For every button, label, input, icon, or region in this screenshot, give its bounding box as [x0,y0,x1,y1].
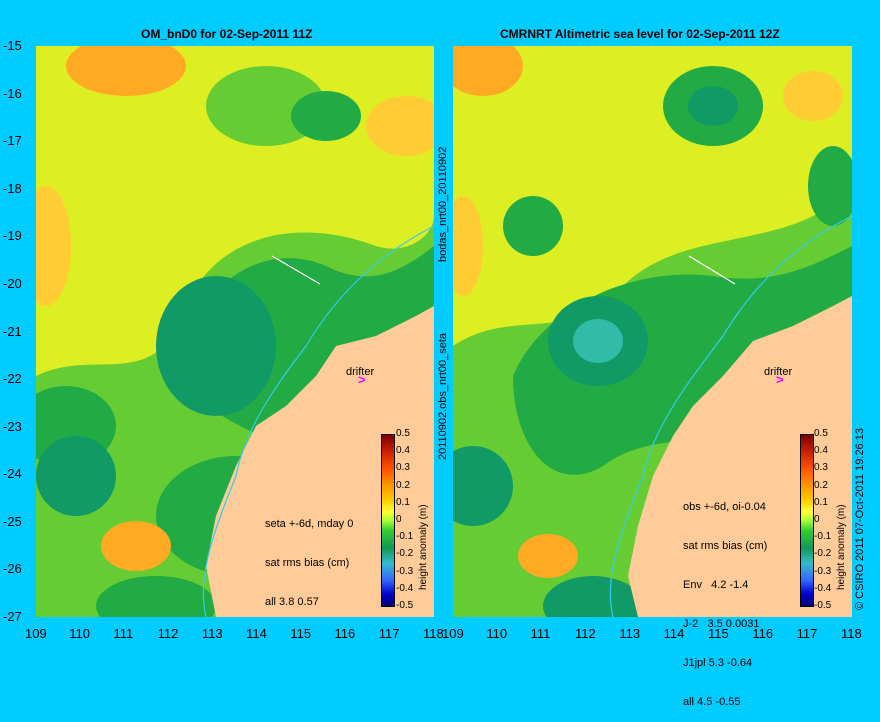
colorbar-tick-label: -0.4 [396,582,414,594]
y-tick-label: -21 [3,323,22,339]
x-tick-label: 113 [619,626,641,641]
annotation-line: Env 4.2 -1.4 [683,579,749,591]
annotation-line: J-2 3.5 0.0031 [683,618,760,630]
colorbar-tick-label: 0 [814,514,820,525]
colorbar-tick-label: 0.5 [396,428,410,439]
annotation-line: all 4.5 -0.55 [683,696,741,708]
x-tick-label: 111 [113,626,134,641]
y-tick-label: -27 [3,609,22,624]
colorbar-tick-label: -0.5 [396,600,414,611]
x-tick-label: 111 [530,626,551,641]
y-tick-label: -16 [3,85,22,101]
annotation-line: sat rms bias (cm) [683,540,768,552]
annotation-line: sat rms bias (cm) [265,557,350,569]
right-annotation: obs +-6d, oi-0.04 sat rms bias (cm) Env … [683,475,767,722]
colorbar-tick-label: -0.2 [814,548,832,560]
x-tick-label: 117 [796,626,818,641]
right-colorbar [800,434,814,607]
annotation-line: J1jpl 5.3 -0.64 [683,657,753,669]
colorbar-tick-label: -0.5 [814,600,832,611]
annotation-line: seta +-6d, mday 0 [265,518,354,530]
x-tick-label: 112 [575,626,596,641]
colorbar-tick-label: 0.3 [814,462,828,474]
colorbar-tick-label: -0.3 [814,565,832,577]
x-tick-label: 116 [752,626,774,641]
colorbar-tick-label: -0.4 [814,582,832,594]
right-side-label: 20110902.obs_nrt00_seta [437,332,449,460]
y-tick-label: -18 [3,180,22,196]
colorbar-tick-label: 0.5 [814,428,828,439]
left-map [36,46,434,617]
y-tick-label: -20 [3,275,22,291]
y-tick-label: -17 [3,133,22,149]
colorbar-tick-label: -0.2 [396,548,414,560]
x-tick-label: 113 [201,626,223,641]
x-tick-label: 115 [708,626,729,641]
y-tick-label: -26 [3,561,22,577]
annotation-line: all 3.8 0.57 [265,596,319,608]
left-drifter-marker: > [358,372,366,387]
y-tick-label: -19 [3,228,22,244]
colorbar-tick-label: -0.1 [814,531,832,543]
annotation-line: obs +-6d, oi-0.04 [683,501,766,513]
x-tick-label: 109 [442,626,464,641]
left-drifter-label: drifter [346,366,375,378]
colorbar-tick-label: -0.1 [396,531,414,543]
y-tick-label: -22 [3,371,22,387]
y-tick-label: -25 [3,513,22,529]
right-drifter-marker: > [776,372,784,387]
y-tick-label: -24 [3,466,22,482]
left-map-title: OM_bnD0 for 02-Sep-2011 11Z [141,27,313,41]
x-tick-label: 118 [841,626,862,641]
colorbar-tick-label: 0.4 [814,445,828,457]
colorbar-tick-label: 0.1 [396,496,410,508]
colorbar-tick-label: 0.4 [396,445,410,457]
x-tick-label: 110 [69,626,90,641]
colorbar-tick-label: 0.1 [814,496,828,508]
left-colorbar [381,434,395,607]
right-drifter-label: drifter [764,366,793,378]
colorbar-tick-label: 0.3 [396,462,410,474]
colorbar-tick-label: -0.3 [396,565,414,577]
x-tick-label: 115 [290,626,312,641]
x-tick-label: 117 [378,626,400,641]
left-colorbar-title: height anomaly (m) [418,504,429,590]
right-colorbar-title: height anomaly (m) [836,504,847,590]
right-map [453,46,852,617]
colorbar-tick-label: 0 [396,514,402,525]
left-annotation: seta +-6d, mday 0 sat rms bias (cm) all … [265,492,353,622]
y-tick-label: -15 [3,38,22,53]
x-tick-label: 116 [334,626,356,641]
left-side-label: bodas_nrt00_20110902 [437,146,449,262]
right-map-title: CMRNRT Altimetric sea level for 02-Sep-2… [500,27,780,41]
colorbar-tick-label: 0.2 [814,479,828,491]
y-tick-label: -23 [3,418,22,434]
x-tick-label: 112 [157,626,179,641]
colorbar-tick-label: 0.2 [396,479,410,491]
x-tick-label: 114 [663,626,685,641]
credit-label: © CSIRO 2011 07-Oct-2011 19:26:13 [854,428,866,610]
x-tick-label: 109 [25,626,47,641]
x-tick-label: 110 [486,626,508,641]
x-tick-label: 114 [246,626,267,641]
x-tick-label: 118 [423,626,444,641]
